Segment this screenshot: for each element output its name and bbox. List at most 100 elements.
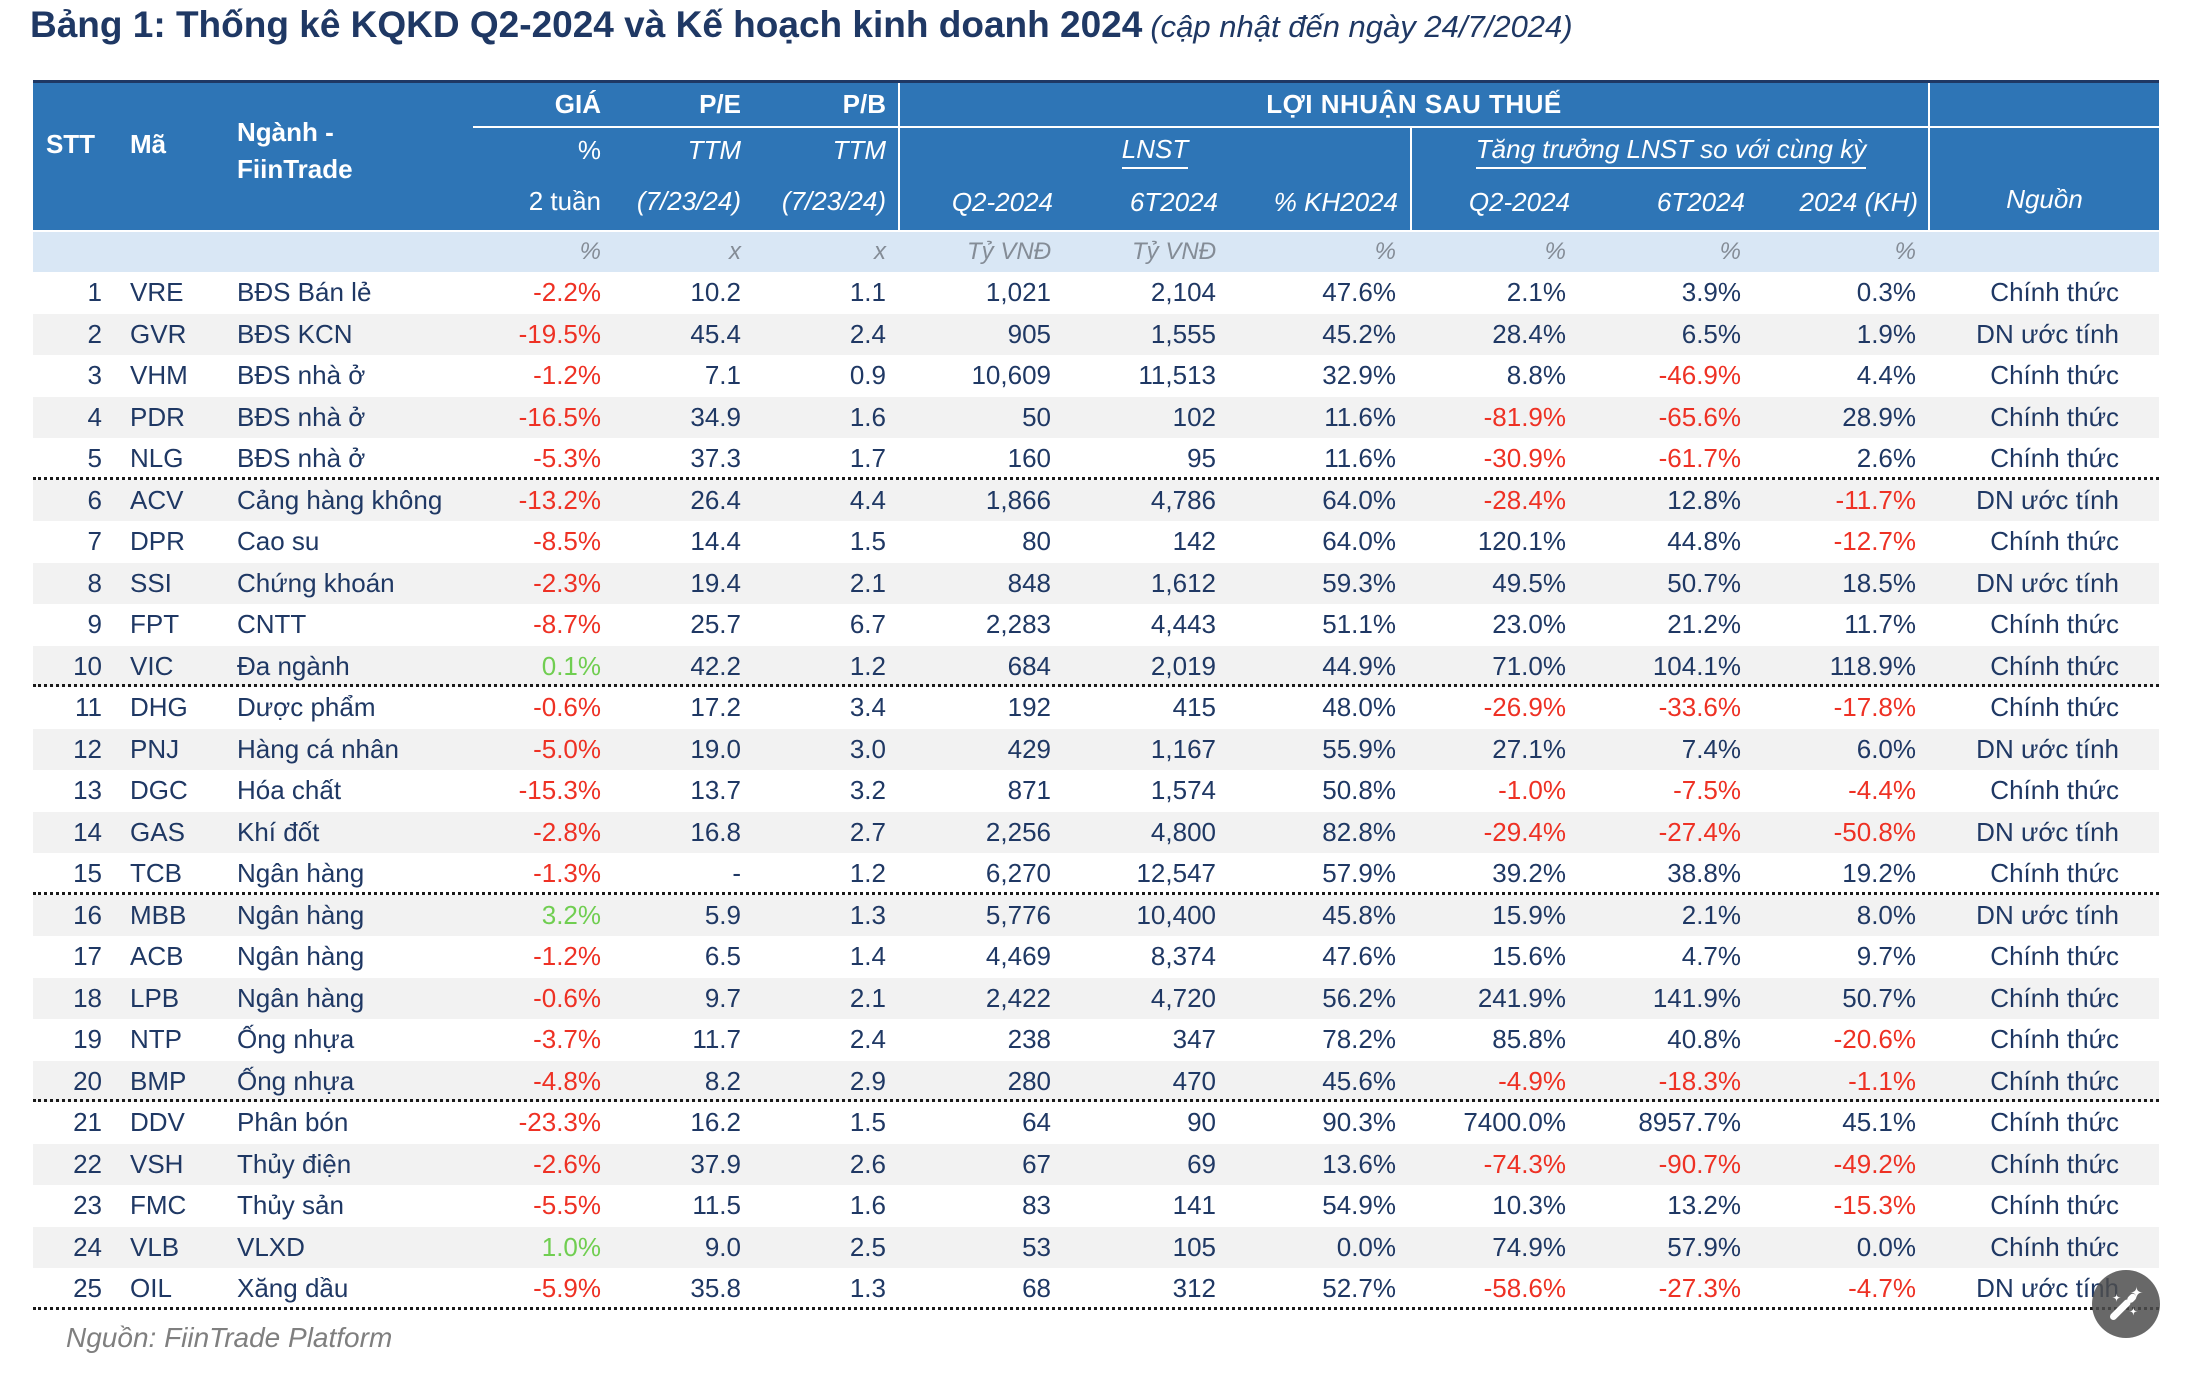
cell-growth-q2: -81.9% xyxy=(1483,401,1566,432)
magic-wand-button[interactable] xyxy=(2092,1270,2160,1338)
cell-ticker: LPB xyxy=(130,982,180,1013)
table-row: 3 VHM BĐS nhà ở -1.2% 7.1 0.9 10,609 11,… xyxy=(33,355,2159,397)
cell-price-change: -16.5% xyxy=(518,401,601,432)
cell-source: Chính thức xyxy=(1990,609,2119,639)
cell-industry: BĐS Bán lẻ xyxy=(237,277,372,307)
header-stt: STT xyxy=(45,129,96,159)
cell-growth-q2: 74.9% xyxy=(1492,1231,1566,1262)
table-body: 1 VRE BĐS Bán lẻ -2.2% 10.2 1.1 1,021 2,… xyxy=(33,272,2159,1310)
cell-industry: Cảng hàng không xyxy=(237,484,443,515)
cell-lnst-6t: 11,513 xyxy=(1138,360,1216,390)
cell-growth-6t: 7.4% xyxy=(1681,733,1741,764)
unit-gia: % xyxy=(579,238,601,265)
cell-source: DN ước tính xyxy=(1976,816,2119,847)
table-row: 9 FPT CNTT -8.7% 25.7 6.7 2,283 4,443 51… xyxy=(33,604,2159,646)
cell-ticker: VIC xyxy=(130,650,174,681)
cell-stt: 8 xyxy=(87,567,102,598)
table-row: 22 VSH Thủy điện -2.6% 37.9 2.6 67 69 13… xyxy=(33,1143,2159,1185)
cell-growth-6t: -46.9% xyxy=(1658,360,1741,390)
cell-lnst-q2: 160 xyxy=(1007,443,1051,473)
cell-stt: 12 xyxy=(73,733,102,764)
cell-pb: 1.2 xyxy=(849,858,886,888)
cell-growth-6t: 21.2% xyxy=(1667,609,1741,639)
cell-stt: 11 xyxy=(75,692,102,722)
cell-stt: 2 xyxy=(87,318,102,349)
cell-source: Chính thức xyxy=(1990,1024,2119,1054)
cell-ticker: OIL xyxy=(130,1273,172,1303)
cell-ticker: GVR xyxy=(130,318,187,349)
cell-pct-kh2024: 52.7% xyxy=(1322,1273,1396,1303)
table-row: 17 ACB Ngân hàng -1.2% 6.5 1.4 4,469 8,3… xyxy=(33,936,2159,978)
cell-pe: 16.2 xyxy=(690,1107,741,1137)
cell-industry: Ống nhựa xyxy=(237,1065,355,1096)
cell-growth-q2: 71.0% xyxy=(1492,650,1566,681)
unit-gr-kh: % xyxy=(1894,238,1916,265)
cell-pct-kh2024: 90.3% xyxy=(1322,1107,1396,1137)
table-source-note: Nguồn: FiinTrade Platform xyxy=(66,1322,393,1353)
cell-price-change: -1.2% xyxy=(533,941,601,971)
unit-gr-q2: % xyxy=(1544,238,1566,265)
cell-ticker: TCB xyxy=(130,858,182,888)
cell-industry: Phân bón xyxy=(237,1107,349,1137)
header-price-pe-pb: GIÁ P/E P/B % TTM TTM 2 tuần (7/23/24) (… xyxy=(473,83,898,230)
cell-lnst-6t: 141 xyxy=(1172,1190,1216,1220)
cell-stt: 22 xyxy=(73,1148,102,1179)
cell-growth-6t: 12.8% xyxy=(1667,484,1741,515)
unit-lnst-6t: Tỷ VNĐ xyxy=(1132,238,1216,265)
cell-lnst-6t: 2,019 xyxy=(1150,650,1216,681)
table-row: 13 DGC Hóa chất -15.3% 13.7 3.2 871 1,57… xyxy=(33,770,2159,812)
cell-pe: 37.9 xyxy=(690,1148,741,1179)
cell-lnst-6t: 347 xyxy=(1172,1024,1216,1054)
cell-lnst-6t: 1,167 xyxy=(1150,733,1216,764)
header-pb-ttm: TTM xyxy=(832,135,886,165)
cell-lnst-q2: 83 xyxy=(1022,1190,1051,1220)
cell-price-change: -2.2% xyxy=(533,277,601,307)
table-row: 20 BMP Ống nhựa -4.8% 8.2 2.9 280 470 45… xyxy=(33,1060,2159,1102)
cell-stt: 19 xyxy=(73,1024,102,1054)
cell-ticker: DHG xyxy=(130,692,188,722)
cell-pb: 0.9 xyxy=(849,360,886,390)
cell-pb: 2.6 xyxy=(849,1148,886,1179)
cell-industry: Dược phẩm xyxy=(237,692,376,722)
header-growth-group: Tăng trưởng LNST so với cùng kỳ Q2-2024 … xyxy=(1410,128,1930,230)
cell-pb: 2.5 xyxy=(849,1231,886,1262)
cell-lnst-q2: 2,283 xyxy=(985,609,1051,639)
cell-lnst-q2: 1,021 xyxy=(985,277,1051,307)
table-row: 5 NLG BĐS nhà ở -5.3% 37.3 1.7 160 95 11… xyxy=(33,438,2159,480)
cell-lnst-6t: 10,400 xyxy=(1136,899,1216,930)
cell-source: Chính thức xyxy=(1990,941,2119,971)
cell-lnst-6t: 142 xyxy=(1172,526,1216,556)
table-row: 25 OIL Xăng dầu -5.9% 35.8 1.3 68 312 52… xyxy=(33,1268,2159,1310)
cell-pe: 16.8 xyxy=(690,816,741,847)
cell-ticker: ACB xyxy=(130,941,184,971)
header-pe-date: (7/23/24) xyxy=(636,185,741,216)
cell-pb: 1.2 xyxy=(849,650,886,681)
cell-price-change: -13.2% xyxy=(518,484,601,515)
header-growth-label: Tăng trưởng LNST so với cùng kỳ xyxy=(1475,134,1867,169)
cell-pct-kh2024: 64.0% xyxy=(1322,526,1396,556)
cell-lnst-q2: 2,422 xyxy=(985,982,1051,1013)
cell-lnst-6t: 415 xyxy=(1172,692,1216,722)
cell-growth-6t: 8957.7% xyxy=(1638,1107,1741,1137)
cell-pe: 11.5 xyxy=(692,1190,741,1220)
table-row: 23 FMC Thủy sản -5.5% 11.5 1.6 83 141 54… xyxy=(33,1185,2159,1227)
cell-industry: Ngân hàng xyxy=(237,899,365,930)
cell-pb: 2.7 xyxy=(849,816,886,847)
cell-source: Chính thức xyxy=(1990,443,2119,473)
cell-source: Chính thức xyxy=(1990,692,2119,722)
cell-lnst-q2: 280 xyxy=(1007,1065,1051,1096)
cell-growth-2024kh: 18.5% xyxy=(1842,567,1916,598)
header-ticker: Mã xyxy=(130,129,167,159)
table-row: 7 DPR Cao su -8.5% 14.4 1.5 80 142 64.0%… xyxy=(33,521,2159,563)
cell-lnst-6t: 105 xyxy=(1172,1231,1216,1262)
header-pe-ttm: TTM xyxy=(687,135,741,165)
cell-pct-kh2024: 56.2% xyxy=(1322,982,1396,1013)
table-header: STT Mã Ngành - FiinTrade GIÁ P/E P/B % T… xyxy=(33,80,2159,232)
cell-lnst-q2: 429 xyxy=(1007,733,1051,764)
table-row: 19 NTP Ống nhựa -3.7% 11.7 2.4 238 347 7… xyxy=(33,1019,2159,1061)
cell-ticker: VSH xyxy=(130,1148,184,1179)
cell-pe: 19.4 xyxy=(690,567,741,598)
cell-ticker: PNJ xyxy=(130,733,180,764)
cell-pct-kh2024: 11.6% xyxy=(1324,401,1396,432)
cell-pe: 9.7 xyxy=(704,982,741,1013)
